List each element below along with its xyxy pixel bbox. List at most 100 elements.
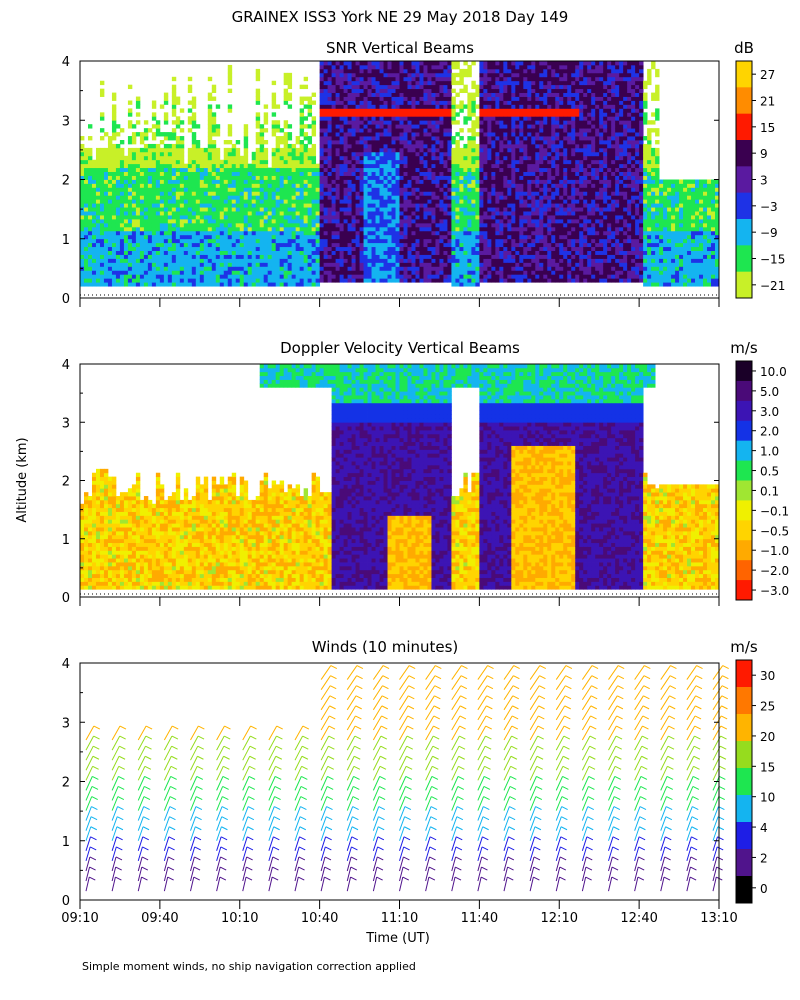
snr-cell bbox=[115, 167, 121, 172]
snr-cell bbox=[291, 230, 297, 236]
snr-cell bbox=[399, 88, 404, 93]
snr-cell bbox=[211, 179, 217, 184]
snr-cell bbox=[435, 207, 440, 212]
snr-cell bbox=[439, 246, 444, 251]
snr-cell bbox=[239, 226, 245, 232]
snr-cell bbox=[383, 163, 388, 169]
snr-cell bbox=[95, 226, 101, 232]
snr-cell bbox=[91, 219, 97, 224]
snr-cell bbox=[151, 147, 157, 153]
snr-cell bbox=[283, 207, 289, 212]
snr-cell bbox=[443, 147, 448, 153]
snr-cell bbox=[187, 187, 193, 192]
snr-cell bbox=[499, 199, 504, 204]
snr-cell bbox=[179, 246, 185, 251]
snr-cell bbox=[423, 132, 428, 137]
snr-cell bbox=[247, 219, 253, 224]
snr-cell bbox=[363, 266, 368, 271]
snr-cell bbox=[123, 266, 129, 271]
snr-cell bbox=[275, 262, 281, 267]
snr-cell bbox=[347, 104, 352, 109]
snr-cell bbox=[111, 219, 117, 224]
snr-cell bbox=[303, 151, 309, 157]
snr-cell bbox=[263, 207, 269, 212]
snr-cell bbox=[275, 187, 281, 192]
snr-cell bbox=[455, 140, 460, 145]
snr-cell bbox=[315, 258, 321, 263]
snr-cell bbox=[283, 215, 289, 220]
snr-cell bbox=[247, 183, 253, 188]
snr-cell bbox=[203, 179, 209, 184]
snr-cell bbox=[127, 147, 133, 153]
snr-cell bbox=[467, 254, 472, 259]
snr-cell bbox=[291, 266, 297, 271]
snr-cell bbox=[379, 234, 384, 240]
snr-cell bbox=[91, 203, 97, 208]
snr-cell bbox=[103, 195, 109, 200]
snr-cell bbox=[103, 171, 109, 176]
snr-cell bbox=[315, 226, 321, 232]
snr-cell bbox=[143, 155, 149, 161]
snr-cell bbox=[411, 211, 416, 216]
snr-cell bbox=[279, 215, 285, 220]
snr-cell bbox=[431, 219, 436, 224]
snr-cell bbox=[467, 116, 472, 121]
snr-cell bbox=[483, 96, 488, 101]
snr-cell bbox=[299, 274, 305, 279]
snr-cell bbox=[299, 187, 305, 192]
snr-cell bbox=[275, 258, 281, 263]
snr-cell bbox=[80, 219, 85, 224]
snr-cell bbox=[399, 195, 404, 200]
snr-cell bbox=[143, 183, 149, 188]
snr-cell bbox=[455, 258, 460, 263]
snr-cell bbox=[215, 128, 221, 133]
snr-cell bbox=[355, 207, 360, 212]
snr-cell bbox=[87, 226, 93, 232]
snr-cell bbox=[203, 183, 209, 188]
snr-cell bbox=[167, 147, 173, 153]
snr-cell bbox=[147, 147, 153, 153]
snr-cell bbox=[395, 143, 400, 149]
snr-cell bbox=[351, 147, 356, 153]
snr-cell bbox=[431, 179, 436, 184]
snr-cell bbox=[343, 100, 348, 105]
snr-cell bbox=[99, 203, 105, 208]
snr-cell bbox=[507, 124, 512, 129]
snr-cell bbox=[135, 195, 141, 200]
snr-cell bbox=[215, 159, 221, 165]
snr-cell bbox=[255, 140, 261, 145]
snr-cell bbox=[279, 258, 285, 263]
snr-cell bbox=[323, 234, 329, 240]
snr-cell bbox=[403, 84, 408, 90]
snr-cell bbox=[107, 183, 113, 188]
snr-cell bbox=[443, 270, 448, 275]
snr-cell bbox=[475, 215, 480, 220]
snr-cell bbox=[291, 163, 297, 169]
snr-cell bbox=[311, 226, 317, 232]
snr-cell bbox=[491, 151, 496, 157]
snr-cell bbox=[223, 147, 229, 153]
snr-cell bbox=[507, 159, 512, 165]
snr-cell bbox=[219, 191, 225, 196]
snr-cell bbox=[375, 238, 380, 244]
snr-cell bbox=[175, 143, 181, 149]
panel-title: SNR Vertical Beams bbox=[326, 39, 474, 57]
snr-cell bbox=[467, 215, 472, 220]
snr-cell bbox=[483, 234, 488, 240]
snr-cell bbox=[371, 96, 376, 101]
snr-cell bbox=[467, 151, 472, 157]
snr-cell bbox=[335, 104, 340, 109]
snr-cell bbox=[431, 84, 436, 90]
snr-cell bbox=[267, 171, 273, 176]
snr-cell bbox=[415, 108, 420, 113]
snr-cell bbox=[131, 187, 137, 192]
snr-cell bbox=[375, 84, 380, 90]
snr-cell bbox=[439, 219, 444, 224]
snr-cell bbox=[275, 222, 281, 228]
snr-cell bbox=[163, 226, 169, 232]
snr-cell bbox=[363, 274, 368, 279]
snr-cell bbox=[387, 266, 392, 271]
snr-cell bbox=[319, 226, 325, 232]
snr-cell bbox=[155, 179, 161, 184]
snr-cell bbox=[283, 230, 289, 236]
